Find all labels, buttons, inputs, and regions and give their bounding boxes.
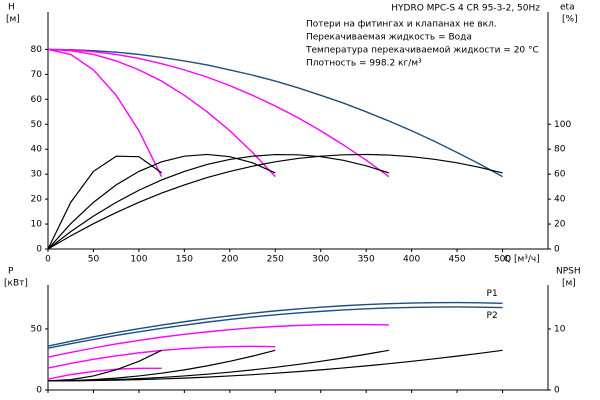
y-tick-label: 80 bbox=[31, 45, 43, 55]
y-tick-label: 70 bbox=[31, 70, 43, 80]
y-tick-label: 40 bbox=[31, 145, 43, 155]
y2-axis-unit: [%] bbox=[562, 15, 578, 25]
y-tick-label: 10 bbox=[31, 220, 43, 230]
series-line bbox=[47, 153, 503, 250]
series-line bbox=[47, 367, 162, 380]
y-axis-label: H bbox=[8, 3, 15, 13]
series-line bbox=[47, 48, 390, 178]
y2-tick-label: 100 bbox=[554, 120, 571, 130]
y-tick-label: 20 bbox=[31, 195, 43, 205]
series-line bbox=[47, 155, 162, 250]
y-axis-unit: [м] bbox=[6, 15, 20, 25]
series-line bbox=[47, 306, 503, 349]
annotation: Температура перекачиваемой жидкости = 20… bbox=[305, 46, 539, 56]
x-axis-label: Q [м³/ч] bbox=[504, 255, 540, 265]
y-tick-label: 0 bbox=[36, 245, 42, 255]
y-tick-label: 60 bbox=[31, 95, 43, 105]
series-line bbox=[47, 48, 163, 177]
chart-title: HYDRO MPC-S 4 CR 95-3-2, 50Hz bbox=[391, 4, 540, 14]
x-tick-label: 100 bbox=[130, 255, 147, 265]
series-label: P1 bbox=[487, 289, 498, 299]
annotation: Плотность = 998.2 кг/м³ bbox=[306, 59, 422, 69]
y2-tick-label: 60 bbox=[554, 170, 566, 180]
series-line bbox=[47, 48, 276, 178]
series-line bbox=[47, 301, 503, 347]
y-tick-label: 30 bbox=[31, 170, 43, 180]
y-tick-label: 50 bbox=[31, 120, 43, 130]
x-tick-label: 200 bbox=[221, 255, 238, 265]
y2-axis-label: NPSH bbox=[556, 267, 581, 277]
series-line bbox=[47, 153, 390, 250]
x-tick-label: 350 bbox=[358, 255, 375, 265]
y2-tick-label: 0 bbox=[554, 386, 560, 396]
x-tick-label: 300 bbox=[312, 255, 329, 265]
y-axis-unit: [кВт] bbox=[4, 279, 28, 289]
y2-tick-label: 0 bbox=[554, 245, 560, 255]
y-tick-label: 50 bbox=[31, 324, 43, 334]
series-label: P2 bbox=[487, 311, 498, 321]
y2-axis-unit: [м] bbox=[562, 279, 576, 289]
y-axis-label: P bbox=[8, 267, 14, 277]
series-line bbox=[47, 323, 389, 358]
y2-axis-label: eta bbox=[560, 3, 575, 13]
annotation: Перекачиваемая жидкость = Вода bbox=[306, 33, 472, 43]
x-tick-label: 500 bbox=[494, 255, 511, 265]
x-tick-label: 400 bbox=[403, 255, 420, 265]
y2-tick-label: 10 bbox=[554, 324, 566, 334]
series-line bbox=[47, 48, 503, 178]
series-line bbox=[47, 349, 162, 382]
x-tick-label: 0 bbox=[45, 255, 51, 265]
x-tick-label: 150 bbox=[176, 255, 193, 265]
x-tick-label: 450 bbox=[448, 255, 465, 265]
series-line bbox=[47, 349, 503, 382]
x-tick-label: 250 bbox=[267, 255, 284, 265]
series-line bbox=[47, 349, 276, 382]
y-tick-label: 0 bbox=[36, 386, 42, 396]
x-tick-label: 50 bbox=[88, 255, 100, 265]
y2-tick-label: 20 bbox=[554, 220, 566, 230]
annotation: Потери на фитингах и клапанах не вкл. bbox=[306, 20, 497, 30]
y2-tick-label: 80 bbox=[554, 145, 566, 155]
y2-tick-label: 40 bbox=[554, 195, 566, 205]
